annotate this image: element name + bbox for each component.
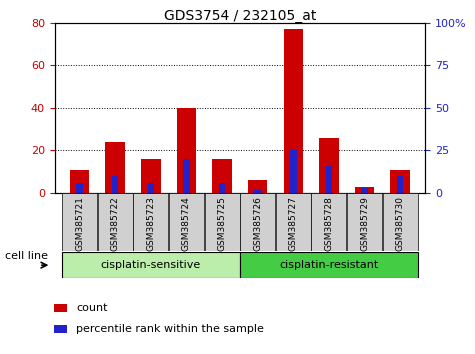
Text: GSM385725: GSM385725 (218, 196, 227, 251)
Bar (347, 193, 382, 251)
Text: GSM385730: GSM385730 (396, 196, 405, 251)
Bar (248, 180, 267, 193)
Bar (255, 189, 261, 193)
Bar (212, 159, 232, 193)
Bar (205, 193, 239, 251)
Text: GSM385726: GSM385726 (253, 196, 262, 251)
Text: GDS3754 / 232105_at: GDS3754 / 232105_at (164, 9, 316, 23)
Bar (319, 138, 339, 193)
Bar (183, 159, 190, 193)
Text: GSM385728: GSM385728 (324, 196, 333, 251)
Bar (312, 193, 346, 251)
Bar (98, 193, 133, 251)
Bar (54, 325, 67, 333)
Bar (70, 170, 89, 193)
Text: cisplatin-sensitive: cisplatin-sensitive (101, 260, 201, 270)
Bar (383, 193, 418, 251)
Text: GSM385721: GSM385721 (75, 196, 84, 251)
Bar (397, 176, 403, 193)
Bar (76, 183, 83, 193)
Text: GSM385723: GSM385723 (146, 196, 155, 251)
Bar (355, 187, 374, 193)
Text: cell line: cell line (5, 251, 48, 261)
Text: percentile rank within the sample: percentile rank within the sample (76, 324, 264, 334)
Bar (326, 166, 332, 193)
Bar (62, 252, 239, 278)
Bar (390, 170, 410, 193)
Bar (62, 193, 97, 251)
Bar (240, 193, 275, 251)
Bar (361, 188, 368, 193)
Bar (169, 193, 204, 251)
Text: GSM385722: GSM385722 (111, 196, 120, 251)
Bar (219, 183, 225, 193)
Bar (105, 142, 125, 193)
Text: count: count (76, 303, 108, 313)
Bar (240, 252, 418, 278)
Bar (141, 159, 161, 193)
Text: GSM385727: GSM385727 (289, 196, 298, 251)
Bar (148, 183, 154, 193)
Text: cisplatin-resistant: cisplatin-resistant (279, 260, 379, 270)
Text: GSM385729: GSM385729 (360, 196, 369, 251)
Bar (177, 108, 196, 193)
Bar (54, 304, 67, 312)
Bar (112, 176, 118, 193)
Bar (290, 150, 296, 193)
Text: GSM385724: GSM385724 (182, 196, 191, 251)
Bar (276, 193, 311, 251)
Bar (284, 29, 303, 193)
Bar (133, 193, 168, 251)
